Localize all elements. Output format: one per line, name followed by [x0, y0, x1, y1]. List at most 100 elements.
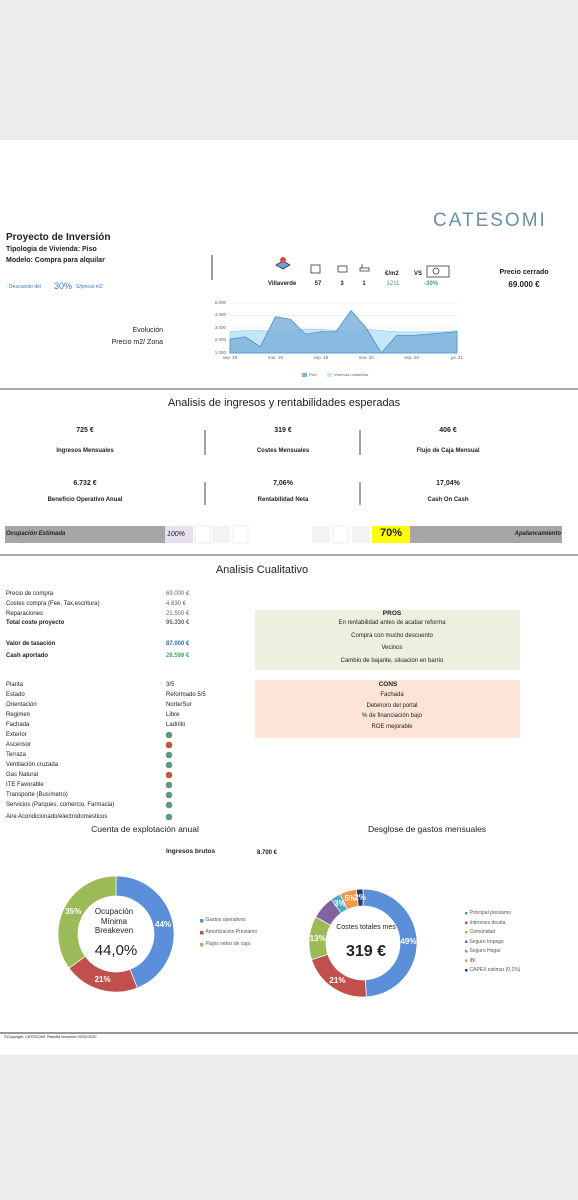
- price-label: Precio cerrado: [499, 269, 549, 276]
- box: [212, 526, 230, 543]
- kpi-value: 319 €: [274, 427, 292, 434]
- finance-value: 95.330 €: [166, 620, 190, 626]
- finance-value: 21.500 €: [166, 611, 190, 617]
- chart-title: Desglose de gastos mensuales: [367, 824, 487, 834]
- legend-label: Gastos operativos: [205, 917, 246, 923]
- legend-swatch: [465, 950, 468, 953]
- legend-label: Principal prestamo: [469, 910, 511, 916]
- status-dot: [165, 731, 173, 739]
- property-value: Libre: [166, 712, 180, 718]
- kpi-label: Costes Mensuales: [256, 448, 310, 454]
- chart-label: Evolución: [132, 327, 163, 334]
- price-value: 69.000 €: [508, 280, 540, 289]
- pros-item: Compra con mucho descuento: [351, 632, 433, 639]
- feature-label: ITE Favorable: [6, 782, 44, 788]
- legend-swatch: [465, 969, 468, 972]
- center-value: 319 €: [345, 943, 387, 960]
- data-label: 3%: [334, 898, 346, 908]
- property-label: Fachada: [6, 722, 30, 728]
- cons-item: Fachada: [380, 692, 404, 698]
- data-label: 49%: [400, 936, 417, 946]
- finance-label: Reparaciones: [6, 611, 44, 617]
- cons-item: Deterioro del portal: [366, 702, 418, 709]
- finance-label: Costes compra (Fee, Tax,escritura): [6, 601, 100, 607]
- finance-label: Cash aportado: [6, 653, 49, 659]
- y-tick-label: 3.000: [214, 324, 226, 330]
- y-tick-label: 5.000: [214, 299, 226, 305]
- property-value: Reformado 5/5: [166, 692, 206, 698]
- finance-value: 28.599 €: [166, 653, 190, 659]
- data-label: 44%: [155, 920, 172, 929]
- box: [194, 525, 211, 544]
- income-value: 8.700 €: [257, 850, 278, 856]
- baths: 1: [362, 281, 366, 287]
- x-tick-label: mar. 20: [358, 355, 374, 360]
- pros-box: [255, 610, 520, 670]
- cons-box: [255, 680, 520, 738]
- property-value: 3/5: [166, 682, 175, 688]
- y-tick-label: 1.000: [214, 349, 226, 355]
- occupancy-label: Ocupación Estimada: [6, 531, 66, 537]
- subtitle: Tipologia de Vivienda: Piso: [6, 246, 97, 253]
- discount-label: S/precio m2: [76, 284, 103, 290]
- occupancy-bar: [5, 526, 165, 543]
- discount-value: 30%: [54, 281, 73, 291]
- center-label: Ocupación Mínima Breakeven: [94, 907, 134, 936]
- vs: VS: [414, 271, 423, 277]
- cons-item: % de financiación bajo: [361, 713, 423, 719]
- property-label: Planta: [6, 682, 24, 688]
- legend-swatch: [465, 912, 468, 915]
- feature-label: Servicios (Parques, comercio, Farmacia): [6, 802, 115, 808]
- price-sqm-label: €/m2: [385, 271, 399, 277]
- property-value: Norte/Sur: [166, 702, 192, 708]
- finance-value: 69.000 €: [166, 591, 190, 597]
- legend-label: CAPEX estimar (0,1%): [469, 967, 521, 973]
- finance-value: 4.830 €: [166, 601, 187, 607]
- status-dot: [165, 781, 173, 789]
- kpi-label: Rentabilidad Neta: [257, 497, 309, 503]
- section-title: Analisis de ingresos y rentabilidades es…: [167, 397, 401, 409]
- chart-label: Precio m2/ Zona: [111, 339, 163, 346]
- status-dot: [165, 741, 173, 749]
- legend-label: Piso: [309, 372, 317, 377]
- leverage-value: 70%: [379, 527, 403, 539]
- pros-item: Vecinos: [381, 645, 403, 651]
- data-label: 2%: [354, 892, 366, 902]
- data-label: 35%: [65, 907, 82, 917]
- x-tick-label: sep. 19: [313, 355, 329, 360]
- feature-label: Ascensor: [6, 742, 32, 748]
- box: [312, 526, 330, 543]
- property-label: Regimen: [6, 712, 31, 718]
- x-tick-label: jul. 21: [450, 355, 464, 360]
- data-label: 21%: [94, 975, 111, 985]
- kpi-value: 725 €: [76, 427, 94, 434]
- data-label: 21%: [329, 975, 346, 985]
- kpi-label: Beneficio Operativo Anual: [47, 497, 123, 503]
- y-tick-label: 4.000: [214, 312, 226, 317]
- data-label: 13%: [309, 933, 326, 943]
- kpi-label: Flujo de Caja Mensual: [416, 448, 480, 454]
- feature-label: Terraza: [6, 752, 27, 758]
- leverage-bar: [410, 526, 562, 543]
- kpi-value: 7,06%: [273, 480, 293, 487]
- kpi-value: 406 €: [439, 427, 457, 434]
- property-value: Ladrillo: [166, 722, 186, 728]
- discount-label: - Descuento del: [6, 284, 42, 290]
- leverage-label: Apalancamiento: [514, 531, 561, 537]
- pros-item: En rentabilidad antes de acabar reforma: [338, 620, 446, 626]
- feature-label: Gas Natural: [6, 772, 39, 778]
- center-label: Costes totales mes: [336, 924, 396, 931]
- box: [232, 525, 249, 544]
- legend-label: IBI: [469, 957, 476, 964]
- legend-label: Vivienda unifamiliar: [334, 372, 369, 377]
- status-dot: [165, 813, 173, 821]
- kpi-label: Ingresos Mensuales: [56, 448, 114, 454]
- finance-label: Valor de tasación: [6, 641, 56, 647]
- chart-title: Cuenta de explotación anual: [91, 824, 199, 834]
- finance-value: 87.000 €: [166, 641, 190, 647]
- legend-label: Seguro Impago: [469, 938, 504, 945]
- section-title: Analisis Cualitativo: [215, 564, 309, 576]
- box: [332, 525, 349, 544]
- x-tick-label: sep. 20: [404, 355, 419, 360]
